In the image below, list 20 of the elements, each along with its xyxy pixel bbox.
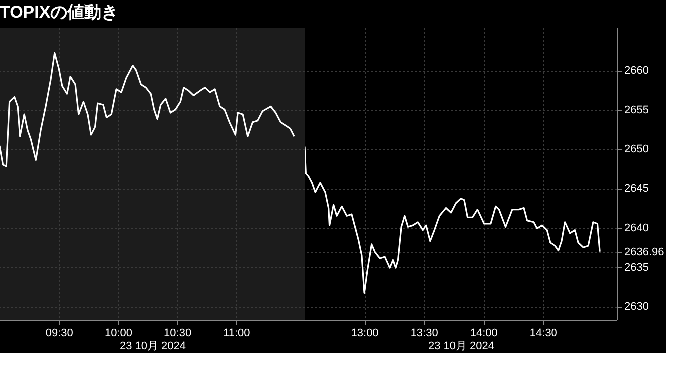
x-tick-label: 10:30 xyxy=(164,328,192,340)
x-tick-label: 09:30 xyxy=(46,328,74,340)
y-tick-label: 2650 xyxy=(624,144,649,156)
y-tick-label: 2635 xyxy=(624,262,649,274)
x-axis-title: 23 10月 2024 xyxy=(120,340,186,352)
line-series xyxy=(305,146,601,294)
x-tick-label: 14:30 xyxy=(530,328,558,340)
y-tick-label: 2645 xyxy=(624,183,649,196)
y-tick-label: 2636.96 xyxy=(624,246,664,258)
chart-title: TOPIXの値動き xyxy=(0,3,119,22)
x-tick-label: 13:00 xyxy=(351,328,379,340)
x-tick-label: 10:00 xyxy=(104,328,132,340)
y-tick-label: 2660 xyxy=(624,65,649,77)
y-tick-label: 2630 xyxy=(624,301,649,314)
y-tick-label: 2640 xyxy=(624,222,649,234)
x-axis-title: 23 10月 2024 xyxy=(428,340,495,352)
x-tick-label: 13:30 xyxy=(410,328,438,340)
x-tick-label: 14:00 xyxy=(470,328,498,340)
y-tick-label: 2655 xyxy=(624,104,649,116)
x-tick-label: 11:00 xyxy=(224,328,250,340)
